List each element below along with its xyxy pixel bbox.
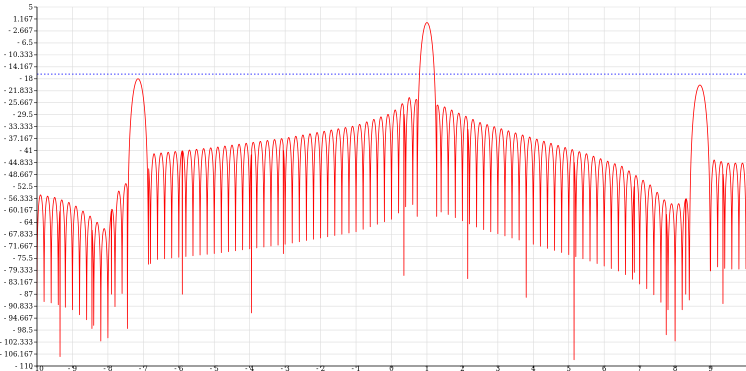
x-tick-label: 9 [708, 365, 712, 371]
y-tick-label: - 44.833 [4, 159, 33, 167]
x-tick-label: 4 [531, 365, 536, 371]
y-tick-label: - 25.667 [4, 99, 33, 107]
x-tick-label: 2 [460, 365, 464, 371]
y-tick-label: - 2.667 [8, 27, 33, 35]
x-tick-label: 0 [389, 365, 393, 371]
y-tick-label: - 37.167 [4, 135, 33, 143]
x-tick-label: 5 [567, 365, 571, 371]
x-tick-label: 6 [602, 365, 607, 371]
y-tick-label: 5 [29, 3, 33, 11]
y-tick-label: - 83.167 [4, 279, 33, 287]
x-tick-label: - 3 [281, 365, 290, 371]
x-tick-label: - 1 [352, 365, 361, 371]
x-tick-label: 7 [637, 365, 641, 371]
axes [34, 6, 746, 368]
y-tick-label: - 33.333 [4, 123, 33, 131]
x-tick-label: - 7 [139, 365, 148, 371]
y-tick-labels: 5 1.167 - 2.667 - 6.5 - 10.333 - 14.167 - 18 - … [0, 3, 34, 370]
x-tick-label: - 2 [316, 365, 325, 371]
y-tick-label: - 79.333 [4, 267, 33, 275]
y-tick-label: - 75.5 [13, 255, 33, 263]
y-tick-label: - 60.167 [4, 207, 33, 215]
y-tick-label: - 14.167 [4, 63, 33, 71]
y-tick-label: - 102.333 [0, 338, 33, 346]
y-tick-label: - 41 [20, 147, 34, 155]
y-tick-label: - 48.667 [4, 171, 33, 179]
y-tick-label: - 52.5 [13, 183, 33, 191]
y-tick-label: - 87 [20, 291, 34, 299]
series-layer [36, 22, 746, 361]
x-tick-label: - 4 [245, 365, 255, 371]
y-tick-label: - 18 [20, 75, 34, 83]
y-tick-label: - 29.5 [13, 111, 33, 119]
y-tick-label: 1.167 [13, 15, 33, 23]
x-tick-label: - 6 [174, 365, 184, 371]
x-tick-label: 1 [425, 365, 429, 371]
y-tick-label: - 71.667 [4, 243, 33, 251]
x-tick-label: 3 [496, 365, 500, 371]
y-tick-label: - 64 [20, 219, 34, 227]
x-tick-label: 8 [673, 365, 677, 371]
y-tick-label: - 21.833 [4, 87, 33, 95]
y-tick-label: - 67.833 [4, 231, 33, 239]
y-tick-label: - 94.667 [4, 314, 33, 322]
x-tick-label: - 9 [68, 365, 77, 371]
y-tick-label: - 56.333 [4, 195, 33, 203]
y-tick-label: - 106.167 [0, 350, 33, 358]
y-tick-label: - 90.833 [4, 302, 33, 310]
y-tick-label: - 10.333 [4, 51, 33, 59]
x-tick-label: - 8 [103, 365, 112, 371]
series-line [36, 22, 746, 361]
x-tick-label: - 5 [210, 365, 219, 371]
y-tick-label: - 110 [15, 362, 33, 370]
x-tick-label: - 10 [30, 365, 44, 371]
y-tick-label: - 98.5 [13, 326, 33, 334]
y-tick-label: - 6.5 [17, 39, 33, 47]
